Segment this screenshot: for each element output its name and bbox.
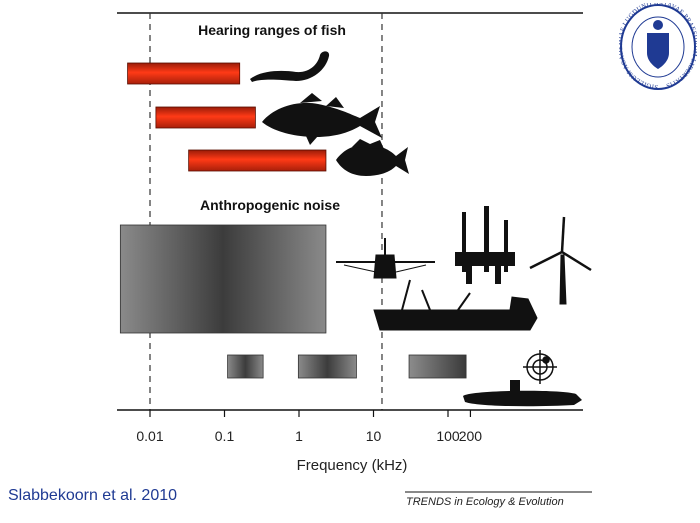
fish-hearing-range-bar-1 xyxy=(127,62,241,85)
fish-hearing-range-bar-3 xyxy=(188,149,327,172)
oil-platform-icon xyxy=(336,238,435,279)
submarine-icon xyxy=(463,380,582,407)
noise-range-bar-3 xyxy=(297,354,357,379)
cod-silhouette-icon xyxy=(262,93,382,145)
university-seal-logo: SIGILLUM ACADEMIAE LUGDUNO BATAVAE PRAES… xyxy=(619,3,697,90)
x-axis-label: Frequency (kHz) xyxy=(297,457,408,474)
noise-range-bar-2 xyxy=(227,354,264,379)
noise-section-title: Anthropogenic noise xyxy=(200,197,340,213)
noise-range-bar-1 xyxy=(119,224,327,334)
drilling-rig-icon xyxy=(455,206,515,284)
x-tick-label: 1 xyxy=(295,428,303,444)
perch-silhouette-icon xyxy=(336,139,409,176)
cargo-ship-icon xyxy=(373,279,538,331)
citation-text: Slabbekoorn et al. 2010 xyxy=(8,487,178,504)
x-tick-label: 100 xyxy=(436,428,460,444)
wind-turbine-icon xyxy=(529,216,592,305)
x-tick-label: 0.01 xyxy=(136,428,163,444)
x-tick-label: 10 xyxy=(366,428,382,444)
journal-credit: TRENDS in Ecology & Evolution xyxy=(406,496,564,508)
noise-range-bar-4 xyxy=(408,354,467,379)
x-tick-label: 200 xyxy=(459,428,483,444)
x-tick-label: 0.1 xyxy=(215,428,235,444)
fish-hearing-range-bar-2 xyxy=(155,106,256,129)
eel-silhouette-icon xyxy=(250,51,330,82)
sonar-target-icon xyxy=(523,350,557,384)
fish-section-title: Hearing ranges of fish xyxy=(198,22,346,38)
